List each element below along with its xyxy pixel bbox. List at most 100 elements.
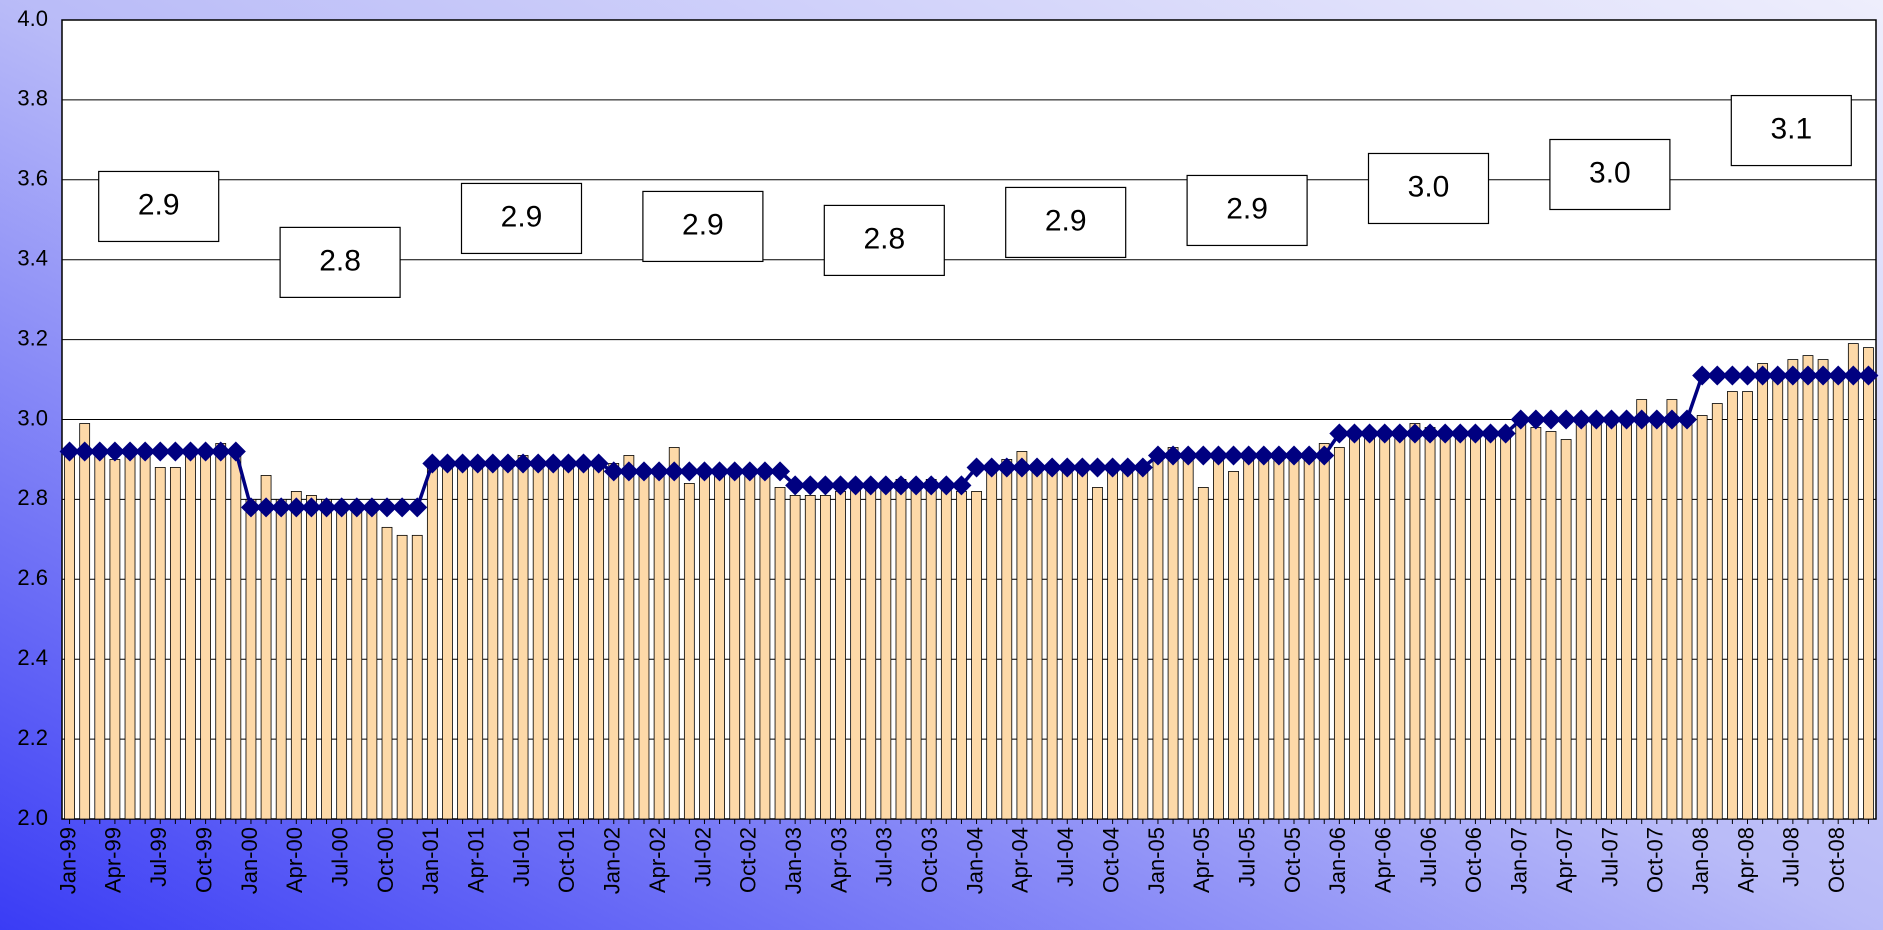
bar (1666, 399, 1678, 820)
marker (906, 475, 927, 496)
bar (1530, 427, 1542, 820)
marker (1510, 409, 1531, 430)
marker (482, 453, 503, 474)
bar (1016, 451, 1028, 820)
x-tick-label: Apr-08 (1733, 827, 1758, 893)
marker (890, 475, 911, 496)
x-tick-label: Apr-04 (1008, 827, 1033, 893)
bar (1636, 399, 1648, 820)
bar (1273, 455, 1285, 820)
marker (392, 497, 413, 518)
marker (739, 461, 760, 482)
marker (1616, 409, 1637, 430)
marker (1011, 457, 1032, 478)
bar (472, 463, 484, 820)
marker (513, 453, 534, 474)
marker (1450, 423, 1471, 444)
bar (789, 495, 801, 820)
bar (1137, 463, 1149, 820)
marker (1359, 423, 1380, 444)
marker (1299, 445, 1320, 466)
marker (165, 441, 186, 462)
annotation: 3.0 (1408, 170, 1450, 203)
bar (1696, 415, 1708, 820)
bar (1817, 359, 1829, 820)
bar (547, 463, 559, 820)
bar (426, 467, 438, 820)
marker (588, 453, 609, 474)
bar (865, 483, 877, 820)
marker (407, 497, 428, 518)
x-tick-label: Oct-08 (1824, 827, 1849, 893)
bar (1333, 447, 1345, 820)
marker (120, 441, 141, 462)
bar (563, 463, 574, 820)
marker (74, 441, 95, 462)
marker (1646, 409, 1667, 430)
bar (1575, 419, 1587, 820)
bar (1606, 419, 1617, 820)
marker (104, 441, 125, 462)
marker (1253, 445, 1274, 466)
y-tick-label: 2.2 (17, 725, 48, 750)
marker (1268, 445, 1289, 466)
bar (1107, 467, 1118, 820)
bar (940, 483, 952, 820)
marker (225, 441, 246, 462)
x-tick-label: Jul-00 (327, 827, 352, 887)
x-tick-label: Jan-08 (1688, 827, 1713, 894)
marker (1163, 445, 1184, 466)
bar (578, 459, 589, 820)
bar (94, 451, 106, 820)
marker (618, 461, 639, 482)
bar (260, 475, 272, 820)
annotation: 2.9 (1226, 192, 1268, 225)
bar (215, 443, 227, 820)
marker (558, 453, 579, 474)
marker (800, 475, 821, 496)
marker (1752, 365, 1773, 386)
x-tick-label: Jan-99 (55, 827, 80, 894)
bar (804, 495, 816, 820)
marker (1797, 365, 1818, 386)
marker (573, 453, 594, 474)
annotation-box (1367, 152, 1490, 225)
marker (830, 475, 851, 496)
x-tick-label: Apr-99 (101, 827, 126, 893)
x-tick-label: Jan-02 (600, 827, 625, 894)
marker (679, 461, 700, 482)
bar (1847, 343, 1859, 820)
bar (759, 471, 771, 820)
marker (1601, 409, 1622, 430)
marker (180, 441, 201, 462)
bar (169, 467, 181, 820)
x-tick-label: Apr-07 (1552, 827, 1577, 893)
bar (1711, 403, 1723, 820)
bar (336, 506, 348, 820)
marker (240, 497, 261, 518)
bar (1197, 487, 1209, 820)
marker (1707, 365, 1728, 386)
marker (1193, 445, 1214, 466)
marker (860, 475, 881, 496)
bar (971, 491, 982, 820)
annotation-box (279, 226, 401, 298)
marker (1525, 409, 1546, 430)
marker (543, 453, 564, 474)
bar (1288, 451, 1300, 820)
annotation-box (1730, 94, 1852, 167)
marker (1208, 445, 1229, 466)
bar (1046, 467, 1058, 820)
bar (593, 467, 605, 820)
x-tick-label: Jan-06 (1325, 827, 1350, 894)
marker (1178, 445, 1199, 466)
bar (457, 459, 468, 820)
x-tick-label: Oct-03 (917, 827, 942, 893)
marker (1374, 423, 1395, 444)
y-tick-label: 4.0 (17, 6, 48, 31)
marker (1767, 365, 1788, 386)
annotation-box (642, 190, 764, 263)
marker (770, 461, 791, 482)
bar (1742, 391, 1753, 820)
bar (396, 534, 408, 820)
